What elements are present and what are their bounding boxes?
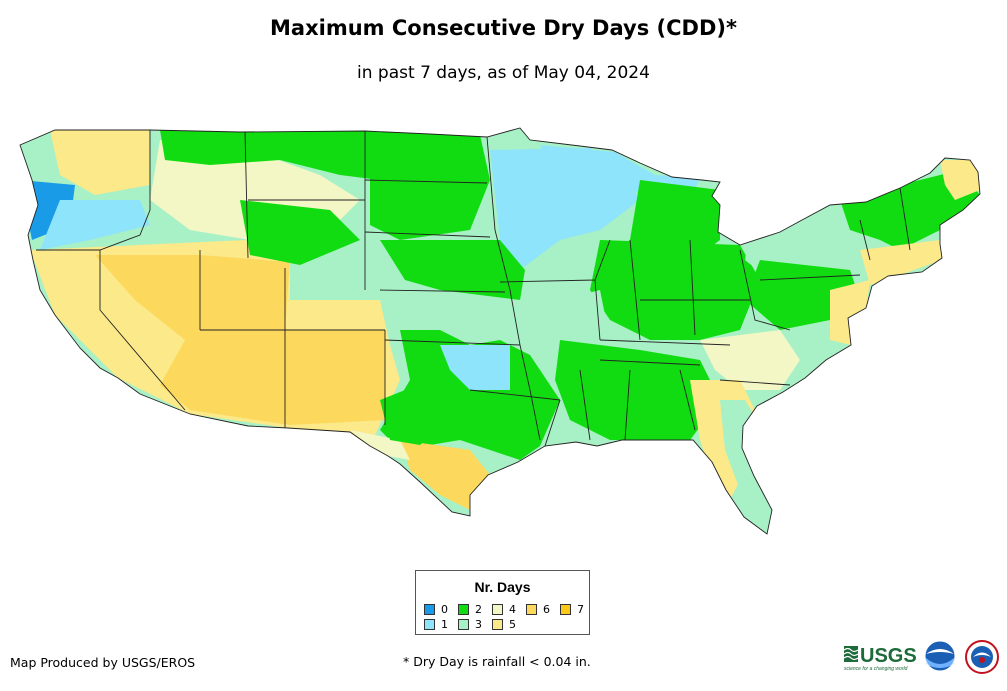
legend-label-1: 1: [441, 618, 448, 631]
map-title: Maximum Consecutive Dry Days (CDD)*: [270, 16, 737, 40]
legend-label-5: 5: [509, 618, 516, 631]
legend-swatch-3: [458, 619, 469, 630]
legend-title: Nr. Days: [474, 579, 531, 595]
legend-swatch-5: [492, 619, 503, 630]
legend-label-2: 2: [475, 603, 482, 616]
usgs-tagline: science for a changing world: [844, 666, 908, 672]
legend-swatch-6: [526, 604, 537, 615]
legend-label-7: 7: [577, 603, 584, 616]
legend-label-0: 0: [441, 603, 448, 616]
map-subtitle: in past 7 days, as of May 04, 2024: [357, 63, 650, 83]
legend-label-6: 6: [543, 603, 550, 616]
legend-swatch-0: [424, 604, 435, 615]
cdd-color-field: [20, 128, 980, 534]
usgs-logo: USGS science for a changing world: [843, 645, 917, 672]
noaa-logo: [924, 640, 956, 672]
legend-label-4: 4: [509, 603, 516, 616]
state-boundaries: [19, 127, 981, 535]
dry-day-footnote: * Dry Day is rainfall < 0.04 in.: [403, 654, 591, 669]
agency-logos: USGS science for a changing world: [843, 640, 999, 674]
legend-swatch-2: [458, 604, 469, 615]
legend-swatch-4: [492, 604, 503, 615]
legend-label-3: 3: [475, 618, 482, 631]
map-credit: Map Produced by USGS/EROS: [10, 655, 196, 670]
legend-swatch-1: [424, 619, 435, 630]
usgs-wordmark: USGS: [860, 645, 917, 667]
nws-logo: [965, 640, 999, 674]
legend-swatch-7: [560, 604, 571, 615]
legend: Nr. Days 0 1 2 3 4 5 6 7: [415, 570, 590, 635]
